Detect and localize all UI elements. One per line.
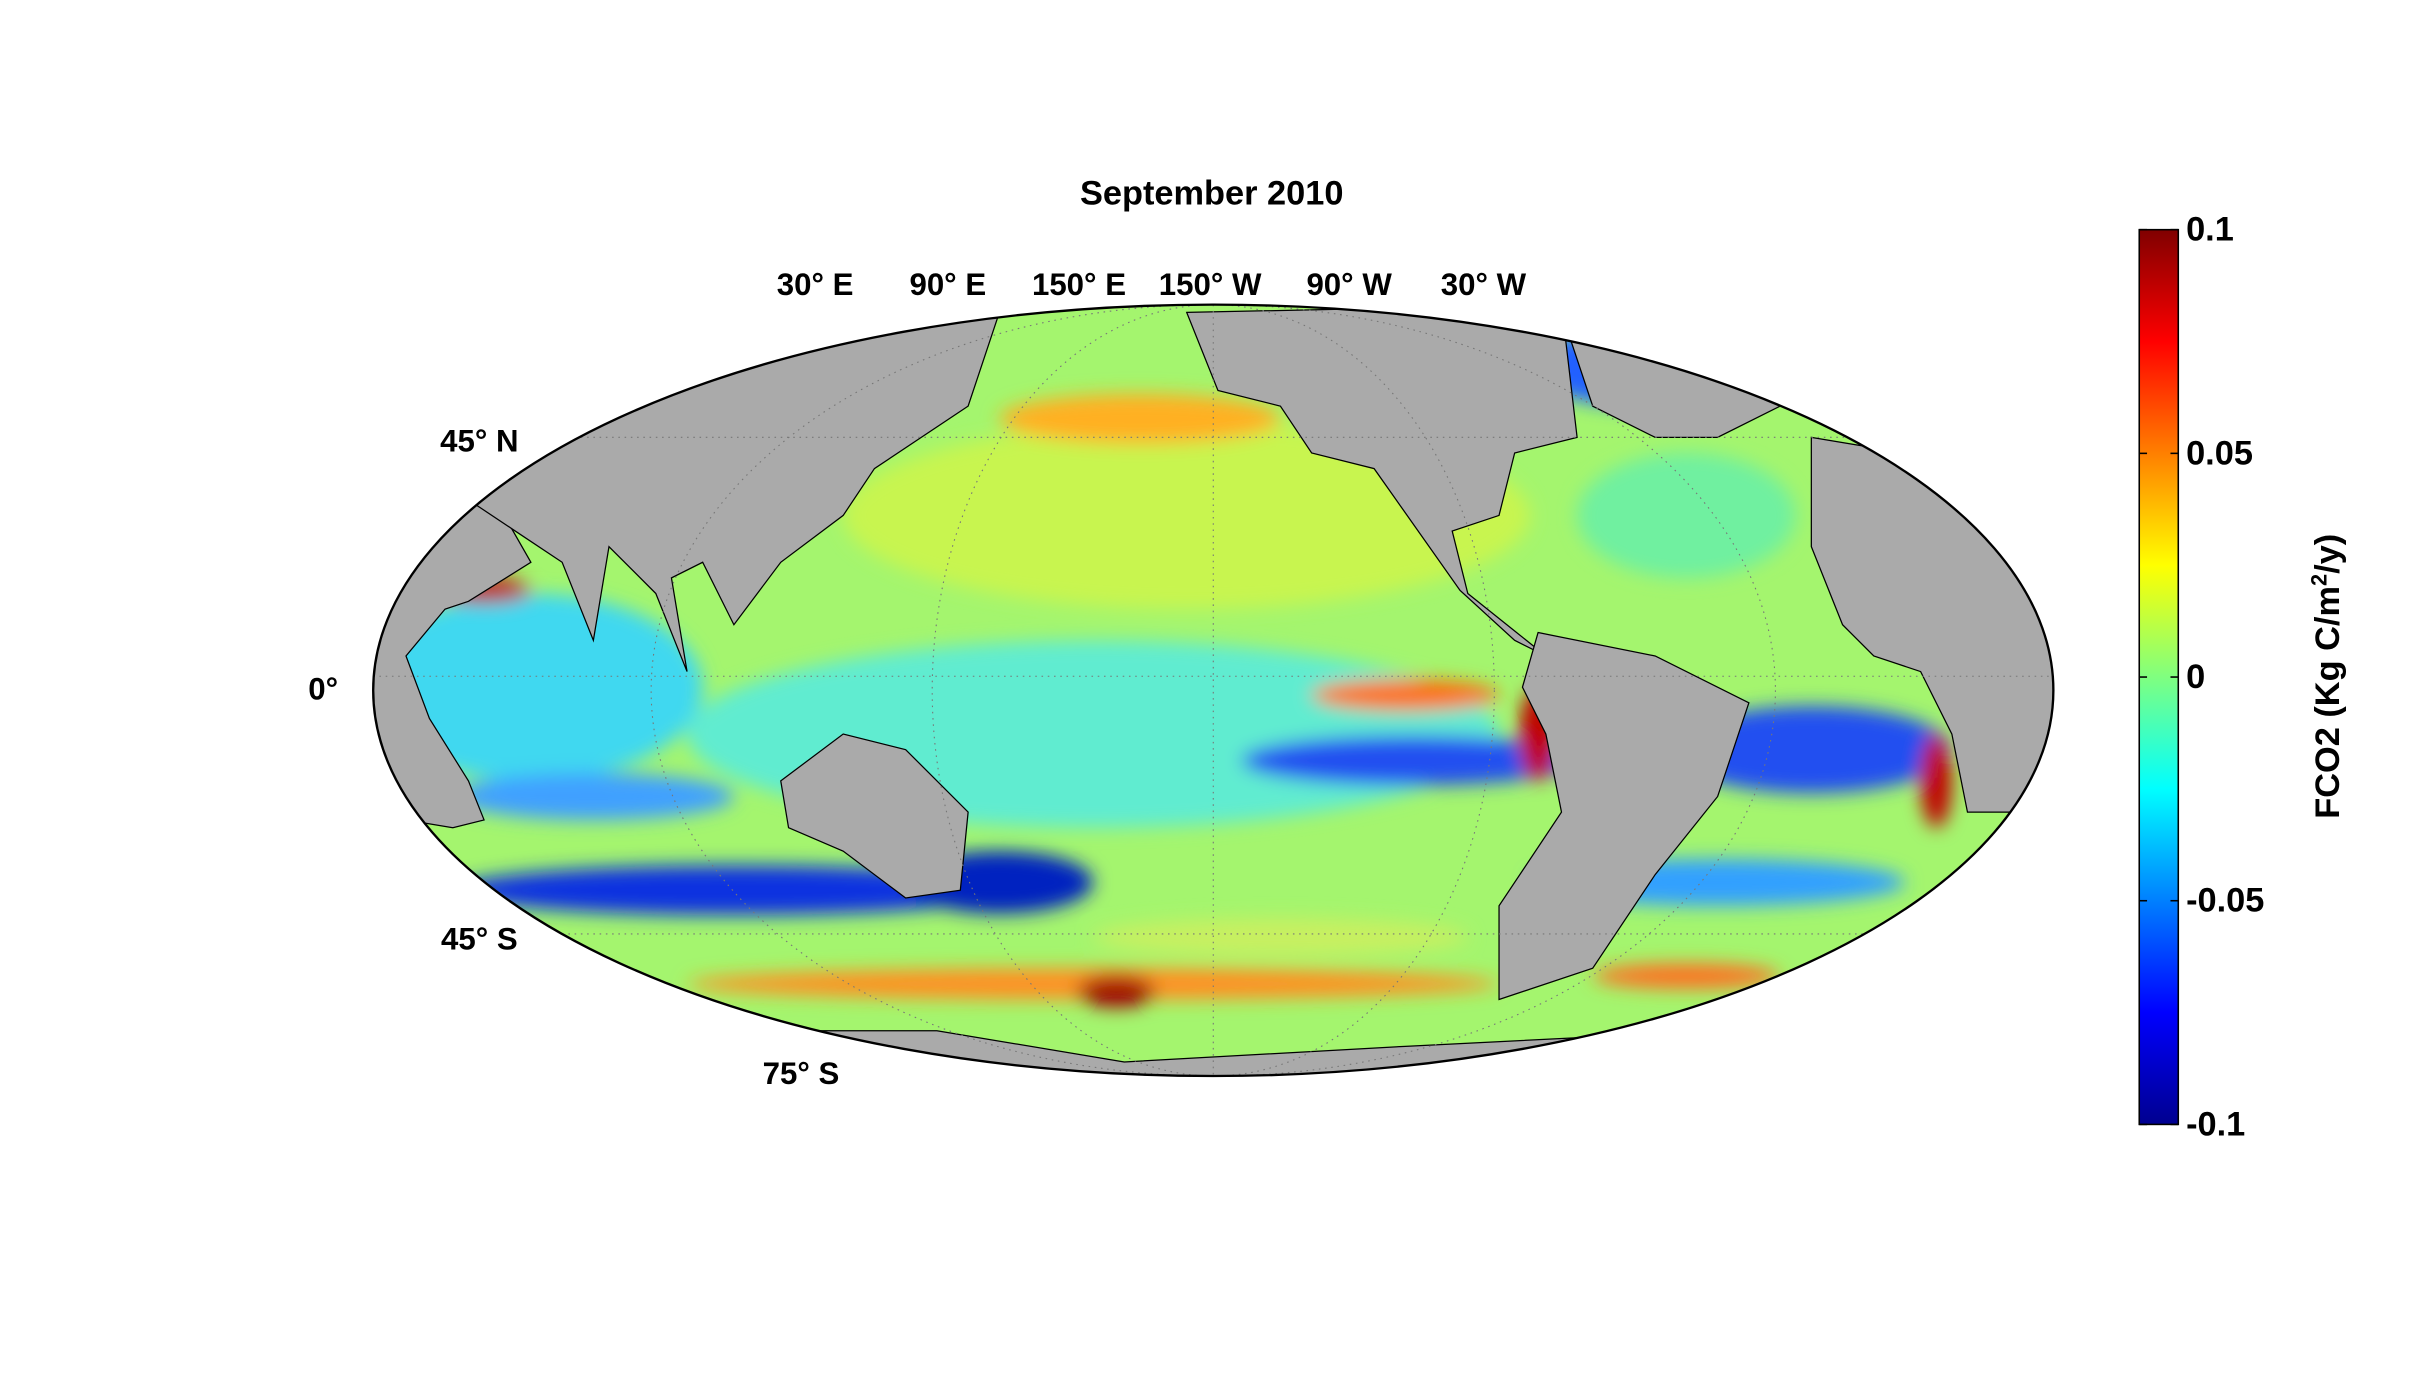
map-frame <box>372 303 2055 1078</box>
colorbar-tick-label: -0.1 <box>2186 1105 2245 1143</box>
colorbar-label-text: FCO2 (Kg C/m <box>2309 586 2347 819</box>
colorbar-tick-label: 0.1 <box>2186 211 2234 249</box>
lon-label: 150° E <box>1032 267 1126 302</box>
colorbar-label-end: /y) <box>2309 534 2347 574</box>
lat-labels: 45° N 0° 45° S 75° S <box>308 423 839 1090</box>
lon-label: 150° W <box>1159 267 1262 302</box>
colorbar-label-sup: 2 <box>2307 574 2332 586</box>
colorbar-ticks: -0.1 -0.05 0 0.05 0.1 <box>2139 211 2264 1143</box>
colorbar-tick-label: 0.05 <box>2186 434 2253 472</box>
lat-label: 75° S <box>763 1056 840 1091</box>
lat-label: 45° S <box>441 922 518 957</box>
map <box>373 304 2054 1077</box>
lon-labels: 30° E 90° E 150° E 150° W 90° W 30° W <box>777 267 1527 302</box>
lat-label: 0° <box>308 672 338 707</box>
lon-label: 30° W <box>1441 267 1527 302</box>
colorbar-tick-label: 0 <box>2186 658 2205 696</box>
flux-field <box>373 328 1952 1008</box>
lon-label: 30° E <box>777 267 854 302</box>
colorbar-label: FCO2 (Kg C/m2/y) <box>2307 534 2347 819</box>
map-title: September 2010 <box>1080 175 1343 213</box>
lon-label: 90° E <box>909 267 986 302</box>
colorbar-tick-label: -0.05 <box>2186 882 2264 920</box>
lon-label: 90° W <box>1306 267 1392 302</box>
lat-label: 45° N <box>440 423 518 458</box>
